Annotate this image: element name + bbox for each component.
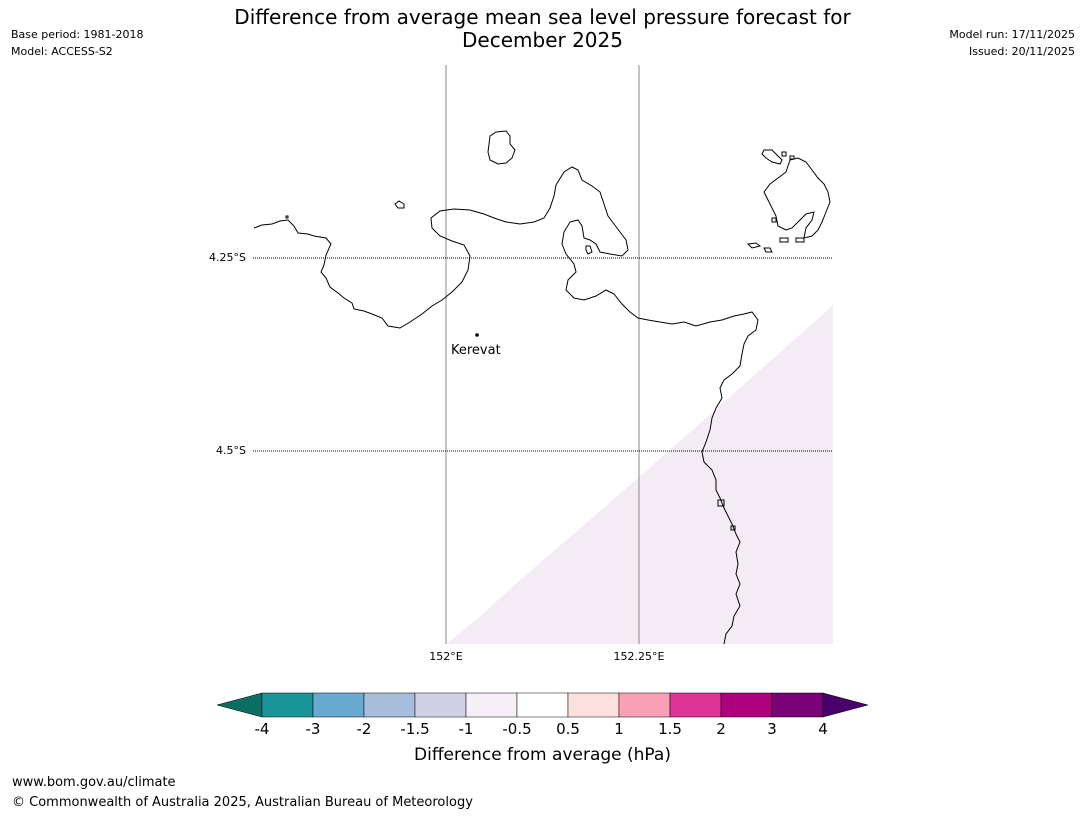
coastline-islet-ne-6: [789, 155, 795, 160]
lat-label-4-25s: 4.25°S: [209, 251, 246, 264]
issued-date: Issued: 20/11/2025: [968, 45, 1075, 58]
lat-label-4-5s: 4.5°S: [216, 444, 246, 457]
colorbar-segment: [465, 692, 518, 718]
title-line-2: December 2025: [462, 28, 623, 52]
colorbar-segment: [720, 692, 773, 718]
coastline-islet-tiny: [285, 215, 289, 219]
anomaly-fill-region: [447, 305, 833, 644]
colorbar-tick-label: 3: [767, 720, 777, 738]
lon-label-152-25e: 152.25°E: [613, 650, 665, 663]
meta-left: Base period: 1981-2018 Model: ACCESS-S2: [11, 26, 143, 60]
kerevat-marker: [475, 333, 479, 337]
colorbar-tick-label: -2: [356, 720, 372, 738]
colorbar-segment: [669, 692, 722, 718]
coastline-islet-ne-5: [781, 151, 787, 157]
coastline-island-cluster-ne: [761, 149, 783, 165]
coastline-island-ne-large: [763, 157, 831, 239]
colorbar-tick-label: -3: [305, 720, 321, 738]
model-name: Model: ACCESS-S2: [11, 45, 113, 58]
coastline-islet-ne-3: [779, 237, 789, 243]
colorbar-segment: [771, 692, 824, 718]
colorbar: [216, 692, 869, 718]
colorbar-tick-label: 1: [614, 720, 624, 738]
colorbar-tick-label: -1: [458, 720, 474, 738]
coastline-mainland: [253, 166, 759, 645]
base-period: Base period: 1981-2018: [11, 28, 144, 41]
footer-url: www.bom.gov.au/climate: [12, 775, 176, 790]
colorbar-tick-label: 2: [716, 720, 726, 738]
coastline-islet-east-2: [730, 525, 736, 531]
model-run: Model run: 17/11/2025: [949, 28, 1075, 41]
colorbar-segment: [618, 692, 671, 718]
coastline-islet-east-1: [717, 499, 725, 507]
coastline-island-north: [487, 130, 516, 165]
colorbar-tick-label: -0.5: [502, 720, 532, 738]
colorbar-extend-min: [216, 692, 263, 718]
colorbar-tick-label: -1.5: [400, 720, 430, 738]
colorbar-segment: [567, 692, 620, 718]
chart-title: Difference from average mean sea level p…: [0, 6, 1085, 52]
coastline-islet-west: [394, 200, 405, 209]
colorbar-segment: [312, 692, 365, 718]
coastline: [253, 130, 831, 645]
coastline-inner-lake: [585, 245, 593, 255]
coastline-islet-ne-4: [795, 237, 805, 243]
colorbar-tick-label: 1.5: [658, 720, 682, 738]
coastline-islet-ne-1: [746, 242, 762, 249]
colorbar-tick-label: 4: [818, 720, 828, 738]
colorbar-segment: [363, 692, 416, 718]
colorbar-segment: [516, 692, 569, 718]
place-label-kerevat: Kerevat: [451, 343, 501, 358]
footer-copyright: © Commonwealth of Australia 2025, Austra…: [12, 795, 473, 810]
colorbar-extend-max: [822, 692, 869, 718]
lon-label-152e: 152°E: [429, 650, 463, 663]
colorbar-segment: [414, 692, 467, 718]
colorbar-tick-label: 0.5: [556, 720, 580, 738]
colorbar-segment: [261, 692, 314, 718]
coastline-islet-ne-7: [771, 217, 777, 223]
colorbar-title: Difference from average (hPa): [414, 745, 671, 765]
colorbar-tick-label: -4: [254, 720, 270, 738]
title-line-1: Difference from average mean sea level p…: [234, 5, 851, 29]
coastline-islet-ne-2: [763, 247, 773, 253]
meta-right: Model run: 17/11/2025 Issued: 20/11/2025: [949, 26, 1075, 60]
